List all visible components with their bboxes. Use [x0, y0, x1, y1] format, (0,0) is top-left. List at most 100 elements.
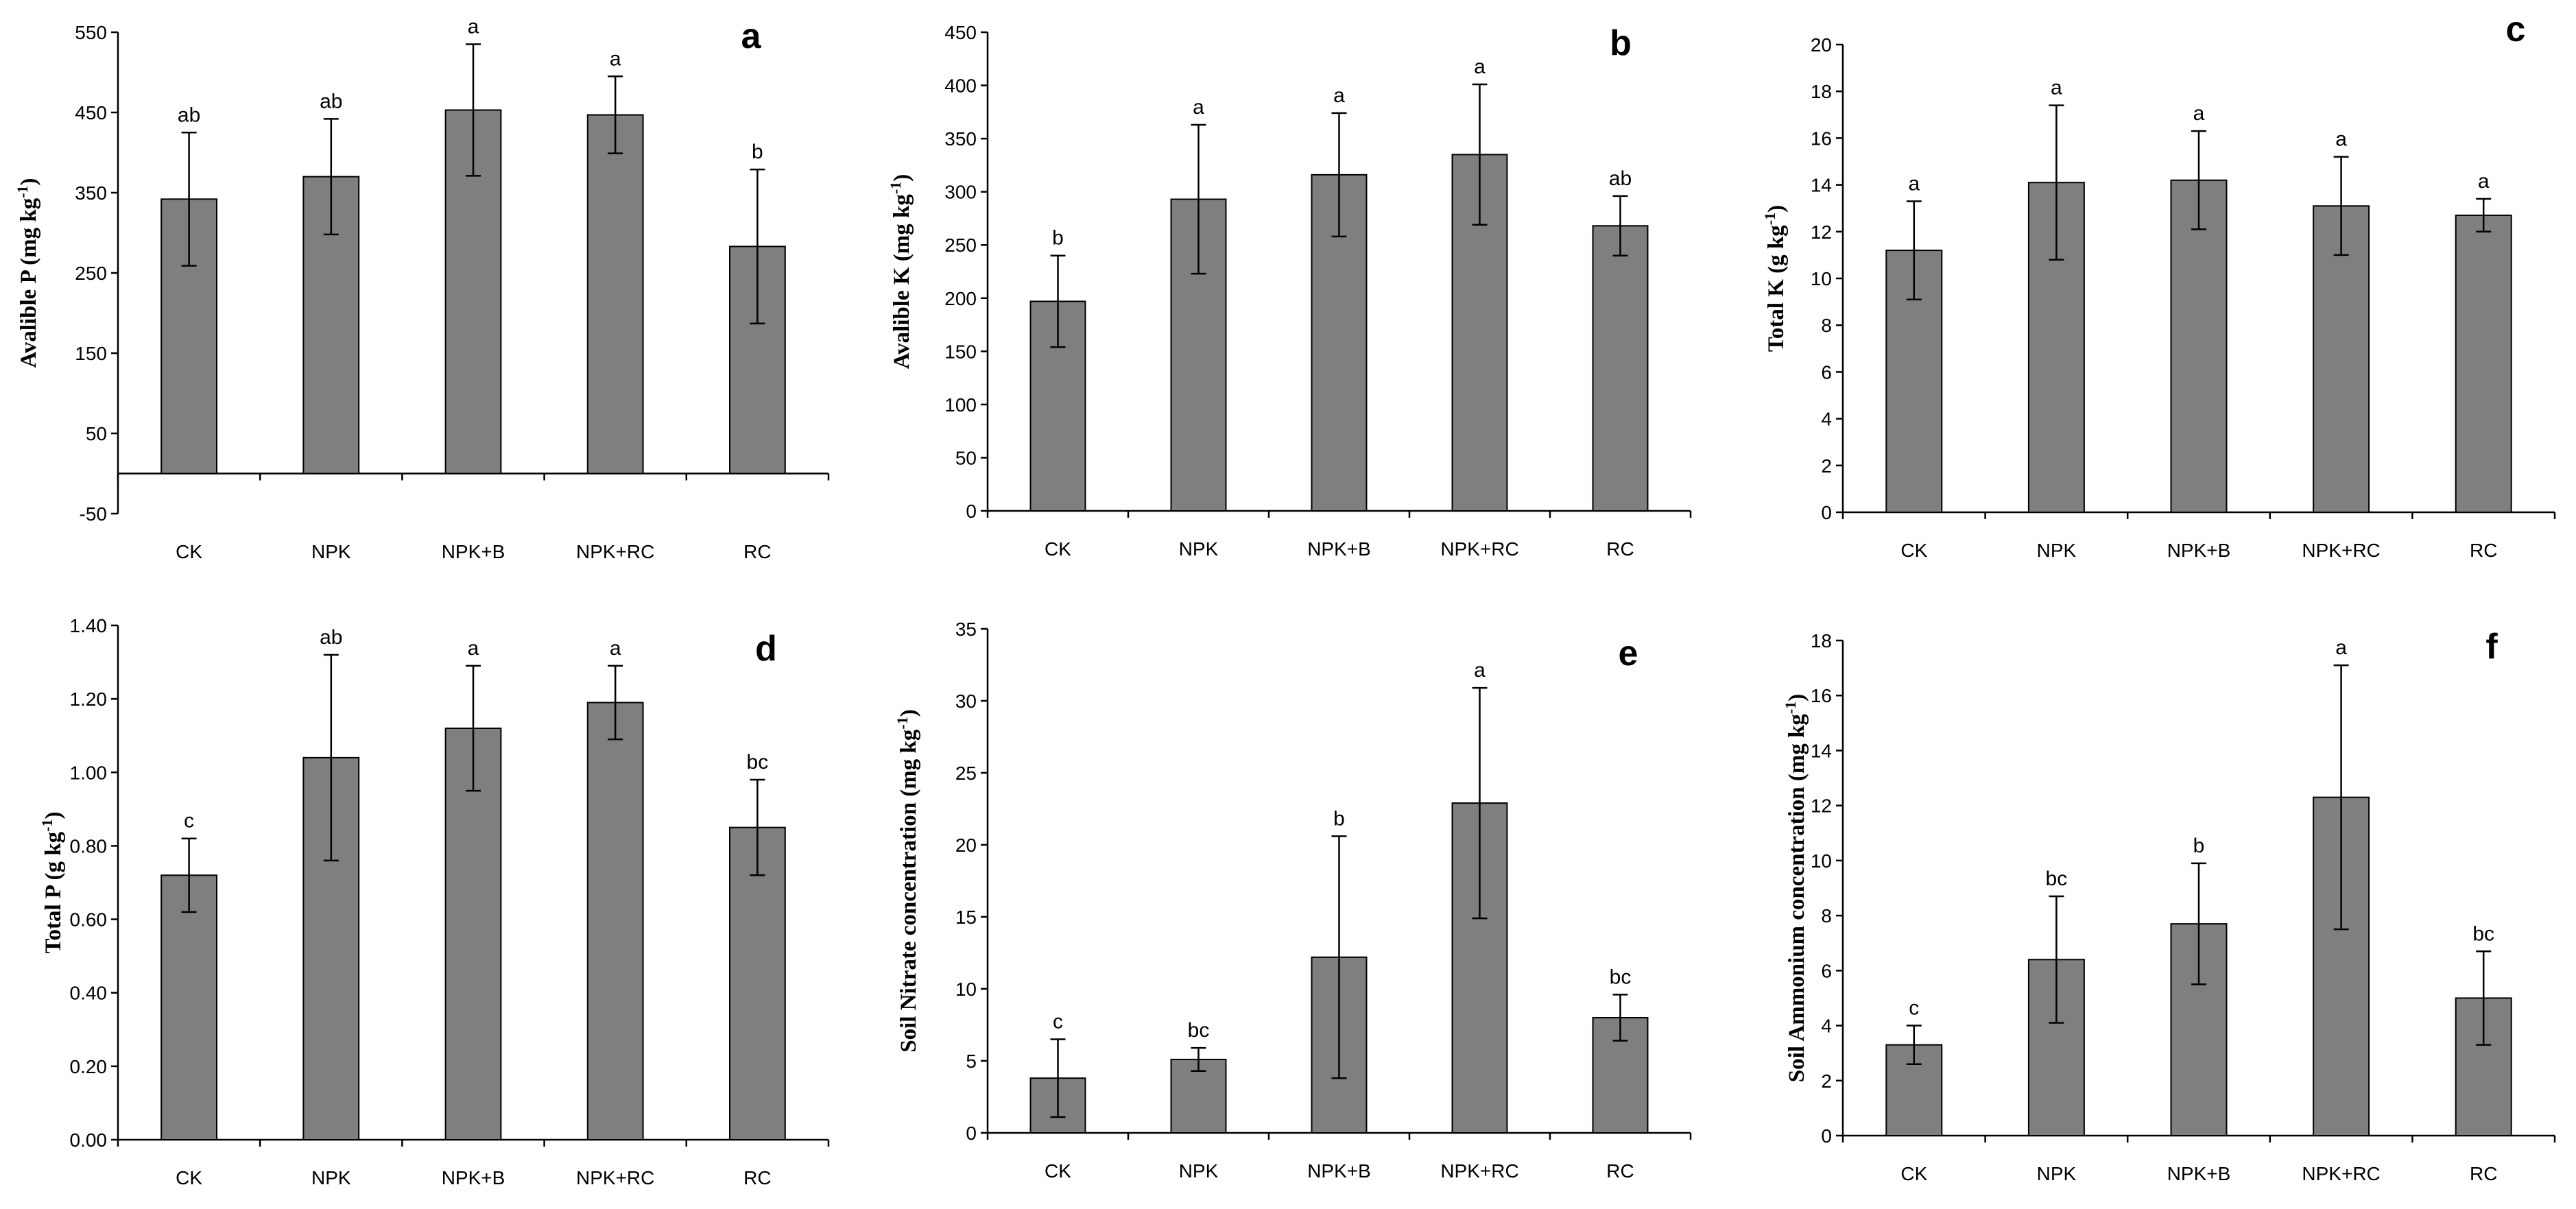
- y-axis-title-text: Total P (g kg: [41, 831, 66, 953]
- significance-letter: a: [2335, 636, 2347, 659]
- significance-letter: a: [1333, 84, 1345, 107]
- significance-letter: a: [2478, 170, 2490, 193]
- y-tick-label: 100: [944, 394, 977, 416]
- y-axis-title-tail: ): [41, 812, 66, 819]
- x-category-label: NPK+RC: [576, 541, 654, 562]
- x-category-label: CK: [176, 541, 202, 562]
- y-axis-title-text: Avalible P (mg kg: [16, 197, 41, 368]
- x-category-label: NPK+B: [1307, 538, 1371, 560]
- y-tick-label: 35: [955, 619, 977, 640]
- chart-panel-f: 0 2 4 6 8 10 12 14 16 18 c CK bc NPK b NPK+B a NPK+RC bc RC…: [1782, 627, 2556, 1184]
- bar-npk-b: [2170, 179, 2228, 513]
- y-tick-label: 6: [1821, 960, 1832, 981]
- y-tick-label: 20: [955, 835, 977, 856]
- significance-letter: a: [468, 16, 479, 38]
- y-axis-title-tail: ): [890, 174, 914, 182]
- panel-letter: b: [1610, 23, 1632, 63]
- x-category-label: NPK+B: [442, 541, 505, 562]
- bar-ck: [160, 874, 218, 1141]
- y-tick-label: 1.20: [70, 689, 108, 710]
- y-tick-label: 0: [966, 501, 977, 522]
- y-tick-label: 450: [944, 22, 977, 43]
- y-tick-label: 2: [1821, 455, 1832, 477]
- y-tick-label: 0.60: [70, 909, 108, 931]
- y-tick-label: 0: [966, 1123, 977, 1144]
- y-axis-title-tail: ): [896, 709, 921, 717]
- x-category-label: CK: [1045, 1160, 1071, 1182]
- x-category-label: NPK: [311, 541, 351, 562]
- x-category-label: NPK+B: [1307, 1160, 1371, 1182]
- x-category-label: NPK+RC: [2302, 540, 2380, 561]
- y-tick-label: 15: [955, 907, 977, 928]
- x-category-label: RC: [2470, 540, 2497, 561]
- significance-letter: ab: [1609, 167, 1632, 190]
- y-axis-title-superscript: -1: [1761, 213, 1778, 225]
- significance-letter: a: [2193, 102, 2205, 125]
- significance-letter: bc: [1188, 1019, 1210, 1042]
- y-tick-label: 5: [966, 1051, 977, 1072]
- x-category-label: NPK: [2037, 1163, 2077, 1184]
- y-tick-label: 50: [86, 423, 107, 444]
- x-category-label: NPK+B: [2167, 540, 2231, 561]
- y-axis-title-superscript: -1: [894, 717, 911, 729]
- significance-letter: b: [1333, 807, 1345, 830]
- y-axis-title: Total P (g kg-1): [38, 812, 66, 954]
- x-category-label: NPK: [1179, 538, 1219, 560]
- chart-panel-d: 0.00 0.20 0.40 0.60 0.80 1.00 1.20 1.40 c CK ab NPK…: [38, 615, 830, 1188]
- y-axis-title-superscript: -1: [887, 182, 904, 194]
- y-axis-title-superscript: -1: [14, 185, 31, 197]
- y-tick-label: 18: [1811, 81, 1832, 102]
- y-tick-label: 1.00: [70, 762, 108, 783]
- significance-letter: b: [752, 141, 763, 163]
- significance-letter: ab: [320, 90, 342, 112]
- y-tick-label: 0.40: [70, 983, 108, 1004]
- significance-letter: a: [1193, 96, 1204, 119]
- y-tick-label: 14: [1811, 740, 1832, 761]
- chart-panel-a: -5050150250350450550abCKabNPKaNPK+BaNPK+…: [14, 16, 830, 562]
- significance-letter: bc: [1610, 966, 1632, 988]
- y-tick-label: 250: [75, 263, 107, 284]
- significance-letter: a: [1908, 172, 1920, 195]
- x-category-label: RC: [743, 1167, 771, 1188]
- x-category-label: NPK+RC: [1440, 1160, 1518, 1182]
- x-category-label: CK: [1900, 1163, 1927, 1184]
- y-tick-label: 16: [1811, 128, 1832, 149]
- x-category-label: NPK: [311, 1167, 351, 1188]
- y-tick-label: 30: [955, 691, 977, 712]
- y-axis-title-text: Soil Nitrate concentration (mg kg: [896, 729, 921, 1053]
- y-tick-label: 200: [944, 288, 977, 309]
- significance-letter: b: [1052, 227, 1064, 250]
- y-tick-label: 14: [1811, 175, 1832, 196]
- x-category-label: RC: [1606, 1160, 1634, 1182]
- y-tick-label: 10: [1811, 850, 1832, 872]
- x-category-label: CK: [1045, 538, 1071, 560]
- y-tick-label: 16: [1811, 685, 1832, 706]
- significance-letter: c: [184, 810, 194, 833]
- y-axis-title-text: Avalible K (mg kg: [890, 194, 914, 370]
- panel-letter: e: [1619, 634, 1638, 673]
- significance-letter: b: [2193, 835, 2205, 857]
- x-category-label: NPK+B: [2167, 1163, 2231, 1184]
- x-category-label: RC: [1606, 538, 1634, 560]
- y-axis-title-superscript: -1: [1782, 702, 1799, 714]
- y-tick-label: 300: [944, 182, 977, 203]
- y-tick-label: 6: [1821, 361, 1832, 383]
- significance-letter: a: [1474, 56, 1486, 78]
- significance-letter: a: [610, 637, 621, 660]
- bar-rc: [2455, 214, 2512, 513]
- y-axis-title-tail: ): [16, 178, 41, 185]
- x-category-label: NPK+RC: [1440, 538, 1518, 560]
- y-tick-label: 350: [75, 182, 107, 204]
- significance-letter: a: [1474, 659, 1486, 682]
- y-tick-label: 250: [944, 235, 977, 256]
- y-tick-label: 10: [955, 979, 977, 1000]
- y-axis-title: Avalible P (mg kg-1): [14, 178, 41, 368]
- x-category-label: RC: [743, 541, 771, 562]
- significance-letter: a: [468, 637, 479, 660]
- x-category-label: NPK: [1179, 1160, 1219, 1182]
- significance-letter: c: [1909, 997, 1919, 1020]
- y-axis-title: Soil Nitrate concentration (mg kg-1): [894, 709, 921, 1052]
- y-tick-label: 50: [955, 447, 977, 468]
- panel-letter: f: [2485, 627, 2498, 667]
